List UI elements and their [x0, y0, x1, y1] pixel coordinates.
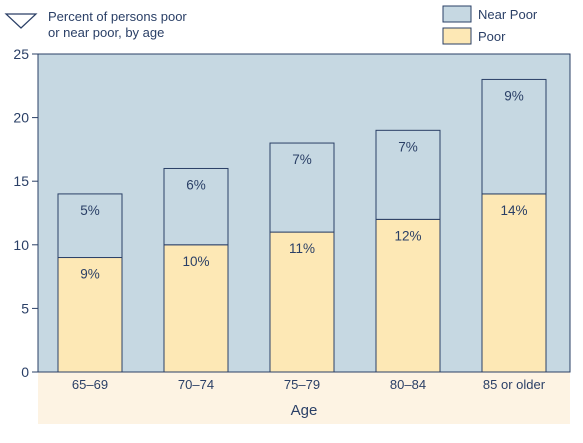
header-note: Percent of persons poor or near poor, by…: [4, 9, 187, 40]
y-tick-label: 10: [13, 237, 29, 253]
bar-poor: [57, 257, 123, 373]
bar-near-poor: [375, 129, 441, 220]
triangle-down-icon: [4, 13, 38, 29]
bars: 9% 5% 10% 6% 11% 7% 12% 7% 14% 9%: [57, 78, 547, 373]
header-note-line2: or near poor, by age: [48, 25, 164, 40]
x-tick-label: 75–79: [284, 377, 320, 392]
bar-value-label: 6%: [186, 177, 206, 192]
bar-near-poor: [163, 167, 229, 246]
bar-value-label: 12%: [394, 228, 421, 243]
bar-near-poor: [269, 142, 335, 233]
x-tick-label: 65–69: [72, 377, 108, 392]
bar-near-poor: [57, 193, 123, 259]
y-tick-label: 25: [13, 46, 29, 62]
legend-swatch-near-poor: [442, 5, 472, 23]
legend-label-poor: Poor: [478, 29, 506, 44]
bar-poor: [163, 244, 229, 373]
bar-poor: [375, 218, 441, 373]
x-tick-label: 80–84: [390, 377, 426, 392]
bar-value-label: 9%: [80, 267, 100, 282]
bar-poor: [269, 231, 335, 373]
x-axis-title: Age: [291, 402, 318, 419]
x-axis-band: [38, 372, 570, 424]
y-axis: 0 5 10 15 20 25: [13, 46, 38, 380]
x-axis: 65–69 70–74 75–79 80–84 85 or older: [72, 377, 546, 392]
bar-value-label: 7%: [292, 152, 312, 167]
bar-near-poor: [481, 78, 547, 195]
y-tick-label: 5: [21, 300, 29, 316]
bar-value-label: 9%: [504, 88, 524, 103]
x-tick-label: 85 or older: [483, 377, 546, 392]
bar-poor: [481, 193, 547, 373]
bar-value-label: 14%: [500, 203, 527, 218]
legend-label-near-poor: Near Poor: [478, 7, 538, 22]
legend-swatch-poor: [442, 27, 472, 45]
bar-value-label: 5%: [80, 203, 100, 218]
bar-value-label: 7%: [398, 139, 418, 154]
bar-value-label: 11%: [289, 241, 315, 256]
y-tick-label: 20: [13, 110, 29, 126]
y-tick-label: 0: [21, 364, 29, 380]
header-note-line1: Percent of persons poor: [48, 9, 187, 24]
x-tick-label: 70–74: [178, 377, 214, 392]
y-tick-label: 15: [13, 173, 29, 189]
bar-value-label: 10%: [182, 254, 209, 269]
legend: Near Poor Poor: [442, 5, 538, 45]
